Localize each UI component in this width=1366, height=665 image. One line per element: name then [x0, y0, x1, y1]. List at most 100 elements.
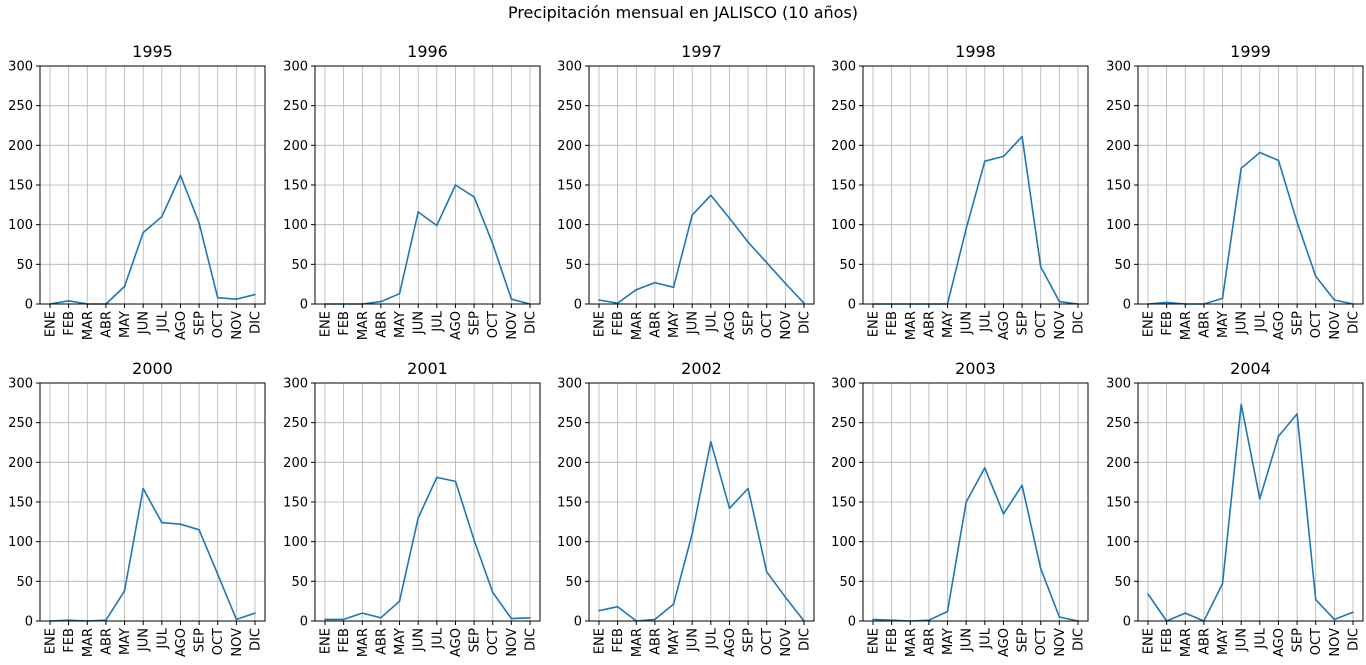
x-tick-label: AGO: [997, 628, 1012, 657]
data-point: [473, 539, 475, 541]
x-tick-label: OCT: [760, 311, 775, 338]
data-point: [1221, 297, 1224, 300]
x-tick-label: OCT: [486, 311, 501, 338]
y-tick-label: 100: [8, 218, 33, 233]
x-tick-label: SEP: [742, 311, 757, 335]
data-point: [598, 299, 600, 301]
y-tick-label: 0: [848, 298, 856, 313]
y-tick-label: 250: [1106, 416, 1131, 431]
x-tick-label: DIC: [249, 311, 264, 334]
x-tick-label: ENE: [867, 311, 882, 337]
y-tick-label: 250: [831, 99, 856, 114]
x-tick-label: SEP: [193, 311, 208, 335]
x-tick-label: JUN: [137, 628, 152, 652]
subplot-1998: 0 50 100 150 200 250 300 ENE FEB MAR ABR MAY JUN JUL A…: [831, 42, 1089, 340]
x-tick-label: DIC: [798, 628, 813, 651]
y-tick-label: 0: [1123, 615, 1131, 630]
data-point: [598, 609, 600, 612]
y-tick-label: 300: [831, 60, 856, 75]
x-tick-label: MAY: [393, 311, 408, 338]
x-tick-label: NOV: [230, 311, 245, 340]
subplot-title: 1996: [407, 42, 448, 61]
y-tick-label: 150: [8, 179, 33, 194]
data-point: [616, 605, 619, 608]
x-tick-label: MAY: [1216, 311, 1231, 338]
x-tick-label: JUN: [412, 628, 427, 652]
x-tick-label: NOV: [779, 311, 794, 340]
y-tick-label: 150: [8, 496, 33, 511]
y-tick-label: 250: [8, 99, 33, 114]
subplot-2004: 0 50 100 150 200 250 300 ENE FEB MAR ABR MAY JUN JUL A…: [1106, 359, 1364, 657]
data-point: [436, 224, 438, 227]
y-tick-label: 150: [283, 179, 308, 194]
y-tick-label: 50: [1114, 258, 1131, 273]
x-tick-label: AGO: [723, 311, 738, 340]
y-tick-label: 150: [1106, 496, 1131, 511]
x-tick-label: JUN: [1235, 311, 1250, 335]
x-tick-label: ABR: [374, 628, 389, 655]
x-tick-label: ENE: [1142, 628, 1157, 654]
y-tick-label: 50: [16, 258, 33, 273]
y-tick-label: 100: [1106, 535, 1131, 550]
y-tick-label: 200: [557, 139, 582, 154]
y-tick-label: 100: [283, 535, 308, 550]
x-tick-label: DIC: [524, 311, 539, 334]
data-point: [473, 196, 475, 198]
series-line: [873, 135, 1079, 305]
data-point: [454, 480, 457, 483]
y-tick-label: 300: [557, 60, 582, 75]
x-tick-label: MAR: [630, 311, 645, 340]
x-tick-label: JUN: [960, 628, 975, 652]
y-tick-label: 150: [283, 496, 308, 511]
subplot-2000: 0 50 100 150 200 250 300 ENE FEB MAR ABR MAY JUN JUL A…: [8, 359, 266, 657]
x-tick-label: NOV: [779, 628, 794, 657]
data-point: [1352, 611, 1354, 614]
data-point: [510, 298, 513, 301]
x-tick-label: SEP: [1291, 628, 1306, 652]
y-tick-label: 0: [25, 615, 33, 630]
subplot-title: 1999: [1230, 42, 1271, 61]
x-tick-label: JUL: [155, 310, 170, 332]
data-point: [216, 296, 219, 299]
data-point: [1039, 265, 1042, 268]
y-tick-label: 200: [557, 456, 582, 471]
data-point: [254, 293, 256, 296]
data-point: [1277, 159, 1280, 162]
x-tick-label: DIC: [798, 311, 813, 334]
data-point: [965, 227, 967, 230]
x-tick-label: NOV: [1328, 628, 1343, 657]
x-tick-label: ABR: [99, 628, 114, 655]
subplot-title: 1998: [955, 42, 996, 61]
x-tick-label: DIC: [1072, 628, 1087, 651]
subplot-2002: 0 50 100 150 200 250 300 ENE FEB MAR ABR MAY JUN JUL A…: [557, 359, 815, 657]
y-tick-label: 0: [300, 298, 308, 313]
x-tick-label: ABR: [99, 311, 114, 338]
data-point: [398, 600, 401, 602]
y-tick-label: 0: [1123, 298, 1131, 313]
data-point: [161, 215, 163, 218]
data-point: [1147, 593, 1149, 595]
x-tick-label: MAY: [118, 311, 133, 338]
y-tick-label: 200: [1106, 139, 1131, 154]
y-tick-label: 250: [283, 99, 308, 114]
x-tick-label: MAR: [904, 628, 919, 657]
x-tick-label: JUL: [1253, 310, 1268, 332]
y-tick-label: 0: [574, 615, 582, 630]
x-tick-label: SEP: [1291, 311, 1306, 335]
x-tick-label: JUL: [704, 627, 719, 649]
data-point: [654, 281, 656, 284]
data-point: [1296, 413, 1298, 415]
data-point: [529, 617, 531, 619]
x-tick-label: JUN: [686, 628, 701, 652]
x-tick-label: FEB: [62, 311, 77, 336]
data-point: [1058, 300, 1061, 303]
subplot-1995: 0 50 100 150 200 250 300 ENE FEB MAR ABR MAY JUN JUL A…: [8, 42, 266, 340]
x-tick-label: ENE: [593, 311, 608, 337]
x-tick-label: MAR: [356, 628, 371, 657]
data-point: [67, 300, 70, 302]
x-tick-label: FEB: [337, 311, 352, 336]
y-tick-label: 100: [831, 218, 856, 233]
x-tick-label: ENE: [867, 628, 882, 654]
data-point: [161, 521, 163, 524]
